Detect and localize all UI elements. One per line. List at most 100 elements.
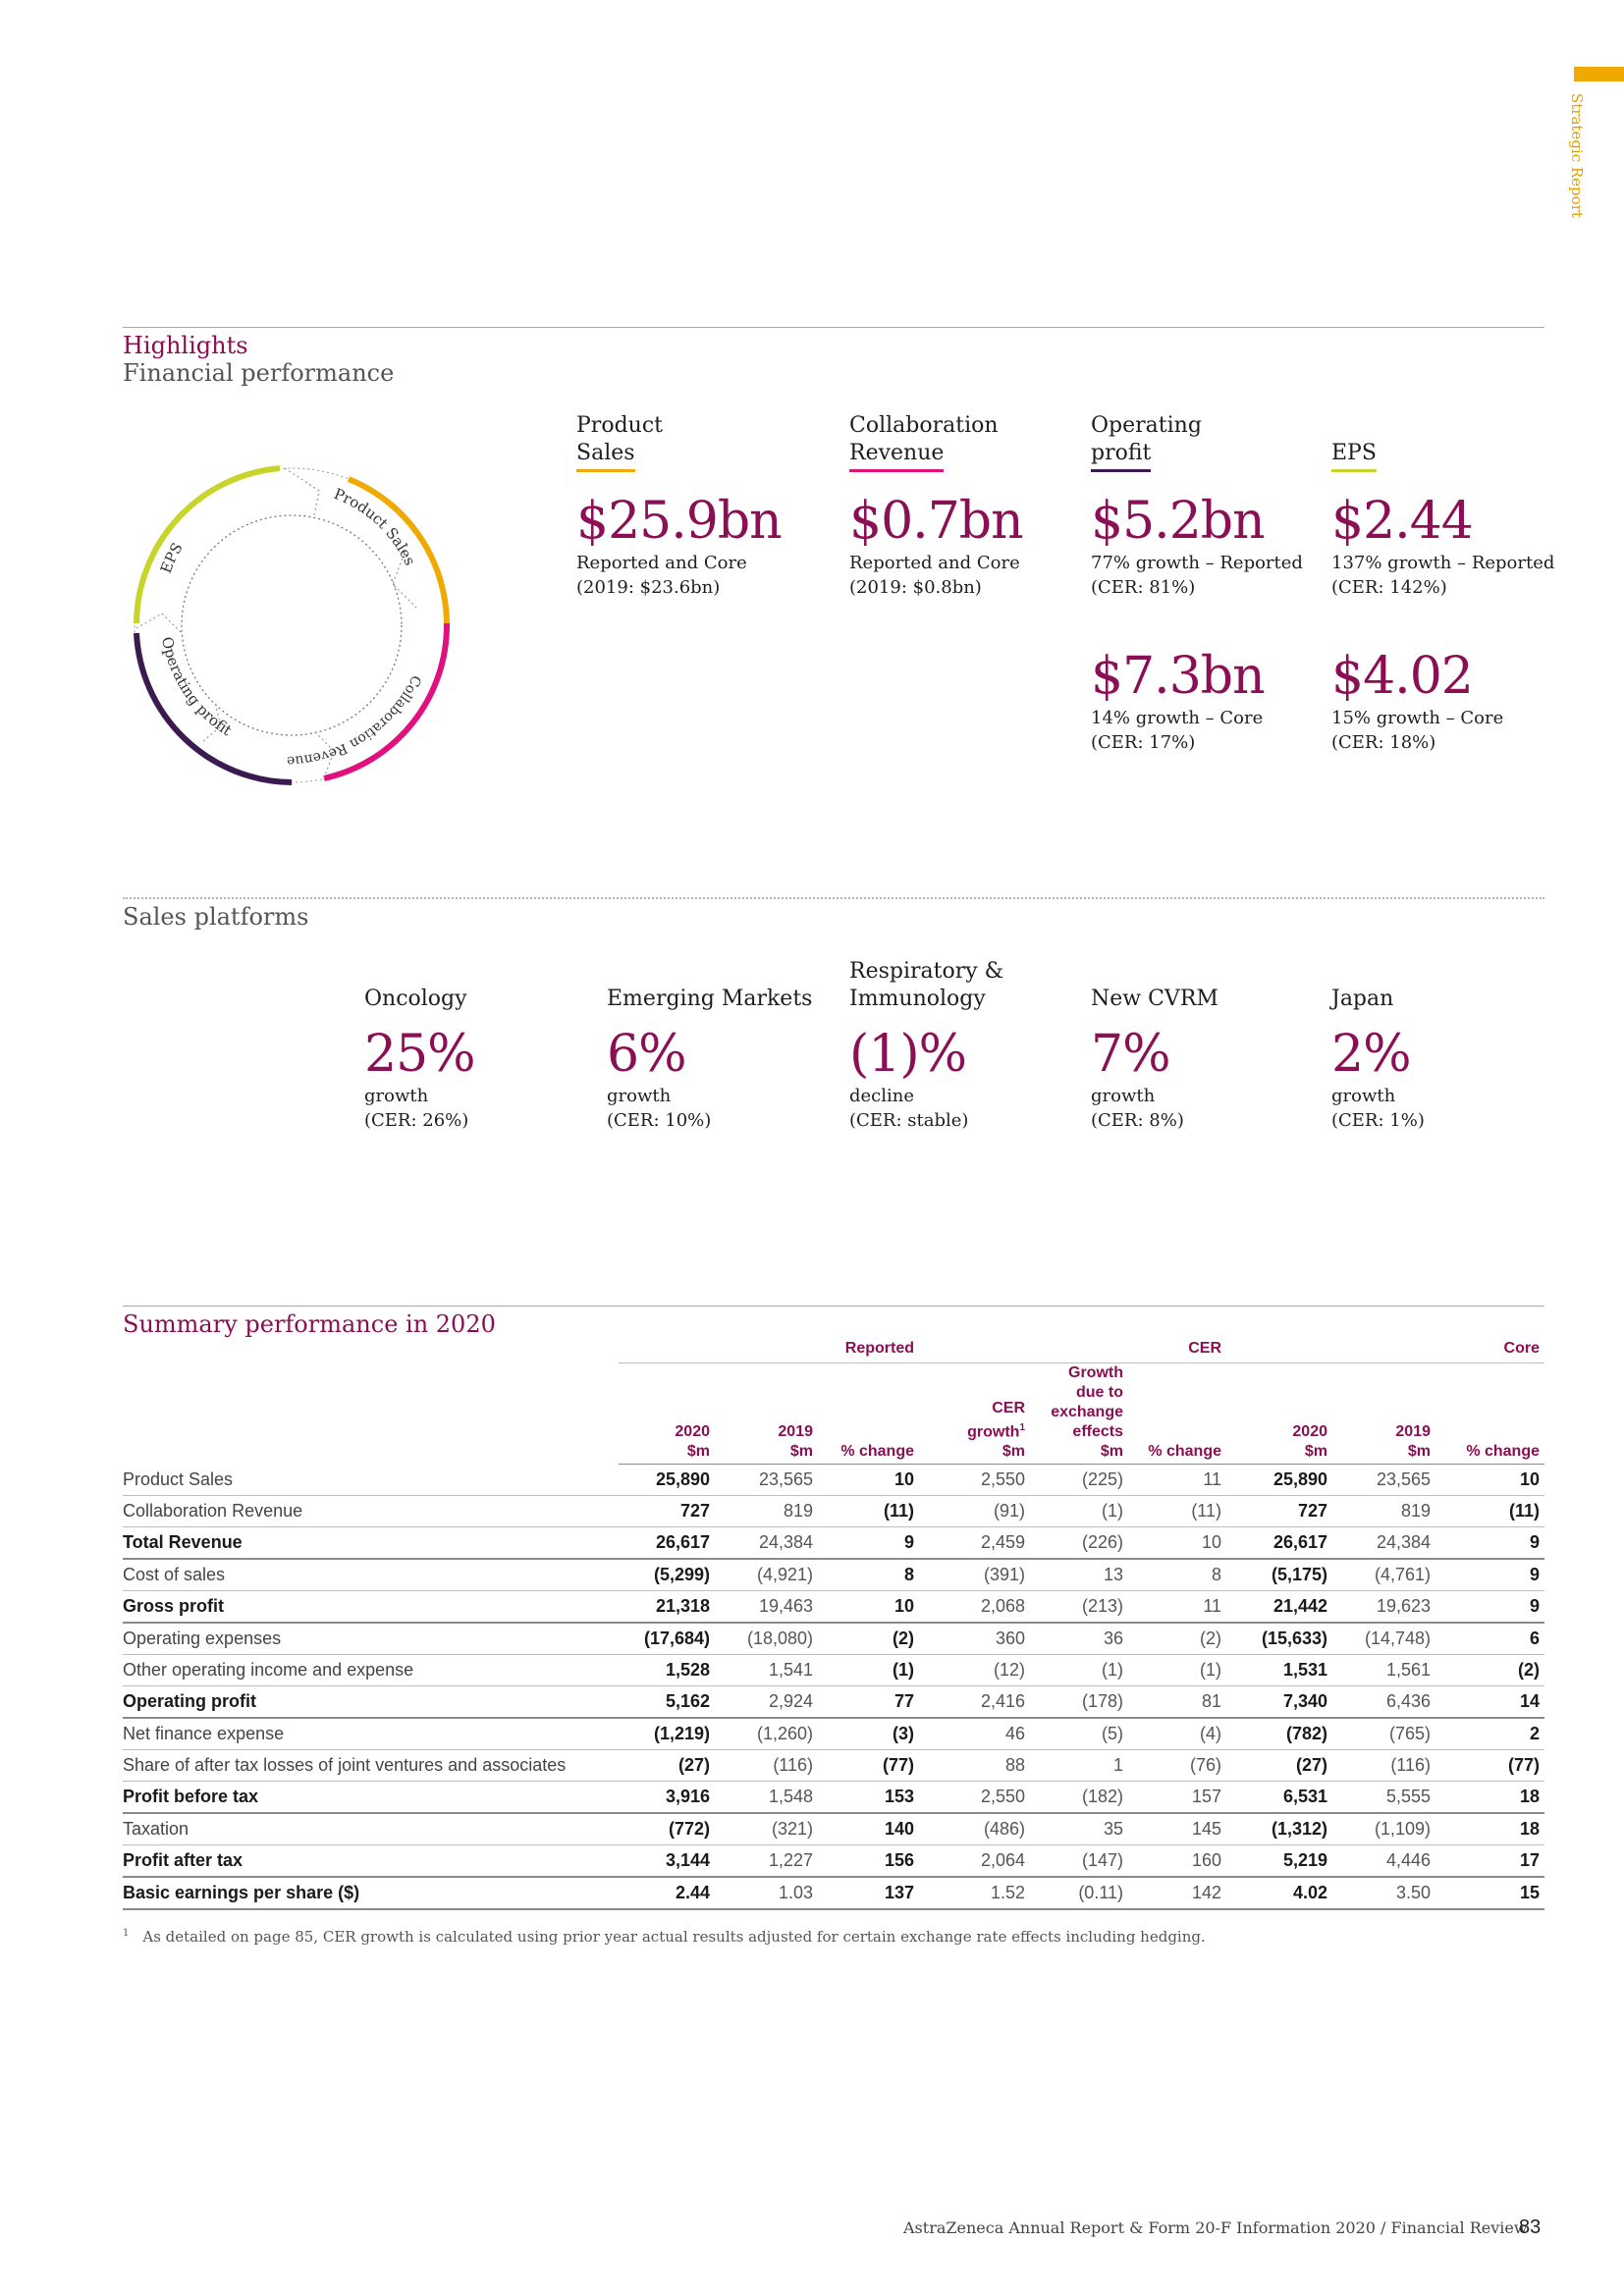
table-cell: 9 [818,1526,919,1560]
platform-sub: (CER: 26%) [364,1110,469,1131]
table-cell: 2,416 [919,1685,1030,1719]
table-cell: 1,227 [715,1844,818,1878]
row-label: Net finance expense [123,1718,619,1750]
platform-sub: (CER: 10%) [607,1110,712,1131]
table-cell: 13 [1030,1559,1128,1591]
table-cell: 18 [1435,1813,1544,1845]
table-cell: 156 [818,1844,919,1878]
table-cell: 2,459 [919,1526,1030,1560]
table-cell: 25,890 [619,1464,715,1496]
table-row: Operating expenses (17,684) (18,080) (2) 360… [123,1623,1544,1655]
table-cell: (5) [1030,1718,1128,1750]
platform-japan: Japan 2% growth (CER: 1%) [1331,958,1425,1133]
table-cell: (12) [919,1654,1030,1686]
performance-cycle-diagram: Product Sales EPS Collaboration Revenue … [134,465,451,785]
table-header-row: 2020 $m 2019 $m % change CER growth1 $m Grow… [123,1362,1544,1465]
table-cell: 3,916 [619,1781,715,1814]
row-label: Share of after tax losses of joint ventu… [123,1749,619,1782]
highlights-subtitle: Financial performance [123,359,395,387]
table-cell: 26,617 [1226,1526,1332,1560]
table-cell: 46 [919,1718,1030,1750]
kpi-collaboration-revenue: Collaboration Revenue $0.7bn Reported and… [849,412,1024,600]
table-cell: 19,623 [1332,1590,1435,1624]
table-cell: (772) [619,1813,715,1845]
table-cell: (27) [1226,1749,1332,1782]
cycle-label-product-sales: Product Sales [331,485,418,568]
kpi-value-core: $4.02 [1331,647,1474,706]
table-cell: 1,561 [1332,1654,1435,1686]
col-header-reported-2020: 2020 $m [619,1362,715,1465]
row-label: Profit after tax [123,1844,619,1878]
table-cell: 11 [1128,1464,1226,1496]
table-row: Basic earnings per share ($) 2.44 1.03 137 1… [123,1877,1544,1910]
table-cell: 2.44 [619,1877,715,1910]
table-cell: 10 [1128,1526,1226,1560]
table-cell: (4,761) [1332,1559,1435,1591]
kpi-sub: 77% growth – Reported [1091,553,1303,573]
row-label: Total Revenue [123,1526,619,1560]
platform-emerging-markets: Emerging Markets 6% growth (CER: 10%) [607,958,812,1133]
top-rule [123,327,1544,328]
row-label: Cost of sales [123,1559,619,1591]
summary-table: Reported CER Core 2020 $m 2019 $m % change… [123,1335,1544,1910]
platform-sub: growth [1331,1086,1396,1106]
table-cell: 5,219 [1226,1844,1332,1878]
table-cell: 8 [1128,1559,1226,1591]
table-cell: 2,550 [919,1464,1030,1496]
table-cell: 1.52 [919,1877,1030,1910]
svg-text:Collaboration Revenue: Collaboration Revenue [287,672,424,769]
table-cell: (1,312) [1226,1813,1332,1845]
table-cell: 1,541 [715,1654,818,1686]
kpi-operating-profit: Operating profit $5.2bn 77% growth – Repo… [1091,412,1303,755]
table-cell: (1) [1030,1495,1128,1527]
kpi-label: EPS [1331,412,1554,472]
kpi-value: $0.7bn [849,492,1024,551]
table-cell: (0.11) [1030,1877,1128,1910]
table-cell: (1,109) [1332,1813,1435,1845]
table-cell: 819 [1332,1495,1435,1527]
platform-new-cvrm: New CVRM 7% growth (CER: 8%) [1091,958,1218,1133]
table-cell: 26,617 [619,1526,715,1560]
table-row: Collaboration Revenue 727 819 (11) (91) (1) (1… [123,1495,1544,1527]
table-cell: (4,921) [715,1559,818,1591]
table-cell: (27) [619,1749,715,1782]
row-label: Basic earnings per share ($) [123,1877,619,1910]
table-cell: (76) [1128,1749,1226,1782]
platform-sub: growth [364,1086,429,1106]
row-label: Collaboration Revenue [123,1495,619,1527]
table-row: Profit after tax 3,144 1,227 156 2,064 (147) 1… [123,1844,1544,1878]
platform-name: Japan [1331,987,1394,1011]
platform-oncology: Oncology 25% growth (CER: 26%) [364,958,476,1133]
table-cell: 145 [1128,1813,1226,1845]
table-cell: 9 [1435,1590,1544,1624]
table-cell: 24,384 [1332,1526,1435,1560]
platform-value: 25% [364,1025,476,1084]
table-cell: 10 [1435,1464,1544,1496]
table-cell: 2,924 [715,1685,818,1719]
table-cell: 2 [1435,1718,1544,1750]
table-cell: (765) [1332,1718,1435,1750]
kpi-product-sales: Product Sales $25.9bn Reported and Core (… [576,412,783,600]
kpi-sub: (CER: 17%) [1091,732,1196,753]
table-cell: (1,260) [715,1718,818,1750]
group-reported: Reported [619,1335,919,1363]
table-cell: 19,463 [715,1590,818,1624]
platform-sub: (CER: stable) [849,1110,969,1131]
product-sales-arc [347,476,450,624]
table-cell: 35 [1030,1813,1128,1845]
platform-sub: growth [607,1086,672,1106]
table-cell: 25,890 [1226,1464,1332,1496]
svg-text:Product Sales: Product Sales [331,485,418,568]
table-cell: (391) [919,1559,1030,1591]
footer-text: AstraZeneca Annual Report & Form 20-F In… [903,2218,1528,2237]
table-cell: (77) [818,1749,919,1782]
kpi-sub: (CER: 18%) [1331,732,1436,753]
platform-name: Respiratory & Immunology [849,959,1004,1011]
table-row: Profit before tax 3,916 1,548 153 2,550 (182)… [123,1781,1544,1814]
eps-arc [134,465,281,624]
sales-platforms-rule [123,897,1544,899]
col-header-fx-effects: Growth due to exchange effects $m [1030,1362,1128,1465]
kpi-label: Product Sales [576,412,782,472]
col-header-cer-growth: CER growth1 $m [919,1362,1030,1465]
kpi-label: Operating profit [1091,412,1303,472]
